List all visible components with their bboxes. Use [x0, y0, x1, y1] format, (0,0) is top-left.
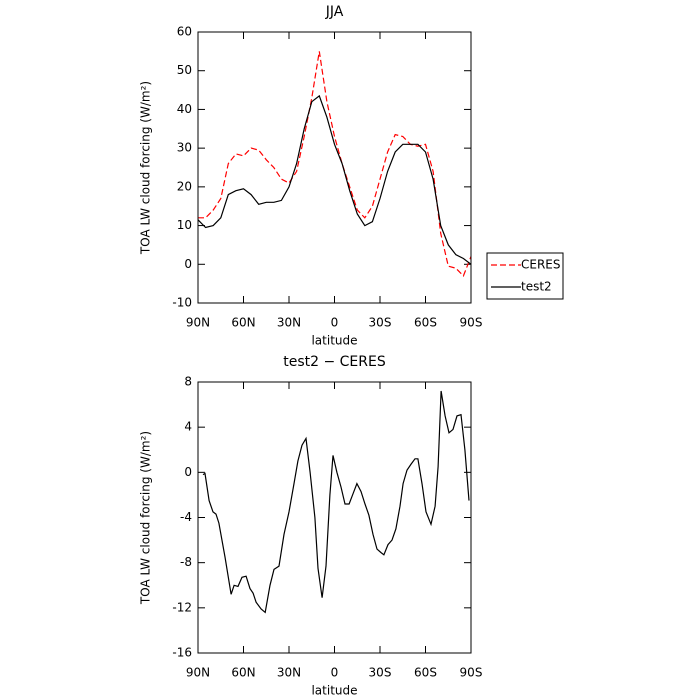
y-tick-label: -16 — [172, 646, 192, 660]
y-tick-label: -4 — [180, 510, 192, 524]
y-axis-label: TOA LW cloud forcing (W/m²) — [139, 431, 153, 605]
x-axis-label: latitude — [311, 684, 357, 698]
y-tick-label: 0 — [184, 257, 192, 271]
series-line — [202, 390, 470, 614]
plot-frame — [197, 31, 472, 304]
y-tick-label: 4 — [184, 420, 192, 434]
y-axis-label: TOA LW cloud forcing (W/m²) — [139, 81, 153, 255]
x-tick-label: 60S — [414, 666, 437, 680]
x-tick-label: 30S — [369, 316, 392, 330]
x-tick-label: 30N — [277, 666, 301, 680]
y-tick-label: 40 — [177, 102, 192, 116]
x-tick-label: 90S — [460, 666, 483, 680]
y-tick-label: 0 — [184, 465, 192, 479]
x-tick-label: 90N — [186, 316, 210, 330]
y-tick-label: 60 — [177, 25, 192, 39]
x-tick-label: 60S — [414, 316, 437, 330]
chart-title: JJA — [325, 4, 344, 20]
x-tick-label: 90S — [460, 316, 483, 330]
y-tick-label: 30 — [177, 141, 192, 155]
x-tick-label: 90N — [186, 666, 210, 680]
y-tick-label: 8 — [184, 375, 192, 389]
y-tick-label: 20 — [177, 179, 192, 193]
plot-frame — [197, 381, 472, 654]
chart-title: test2 − CERES — [283, 354, 386, 370]
legend-label: CERES — [521, 258, 561, 272]
y-tick-label: 50 — [177, 63, 192, 77]
x-tick-label: 60N — [231, 316, 255, 330]
legend-box — [486, 252, 564, 300]
y-tick-label: 10 — [177, 218, 192, 232]
x-tick-label: 0 — [331, 316, 339, 330]
legend-label: test2 — [521, 280, 552, 294]
x-tick-label: 30N — [277, 316, 301, 330]
x-tick-label: 60N — [231, 666, 255, 680]
y-tick-label: -12 — [172, 600, 192, 614]
series-line — [198, 51, 472, 277]
y-tick-label: -10 — [172, 296, 192, 310]
x-axis-label: latitude — [311, 334, 357, 348]
x-tick-label: 30S — [369, 666, 392, 680]
series-line — [197, 94, 472, 265]
y-tick-label: -8 — [180, 555, 192, 569]
x-tick-label: 0 — [331, 666, 339, 680]
